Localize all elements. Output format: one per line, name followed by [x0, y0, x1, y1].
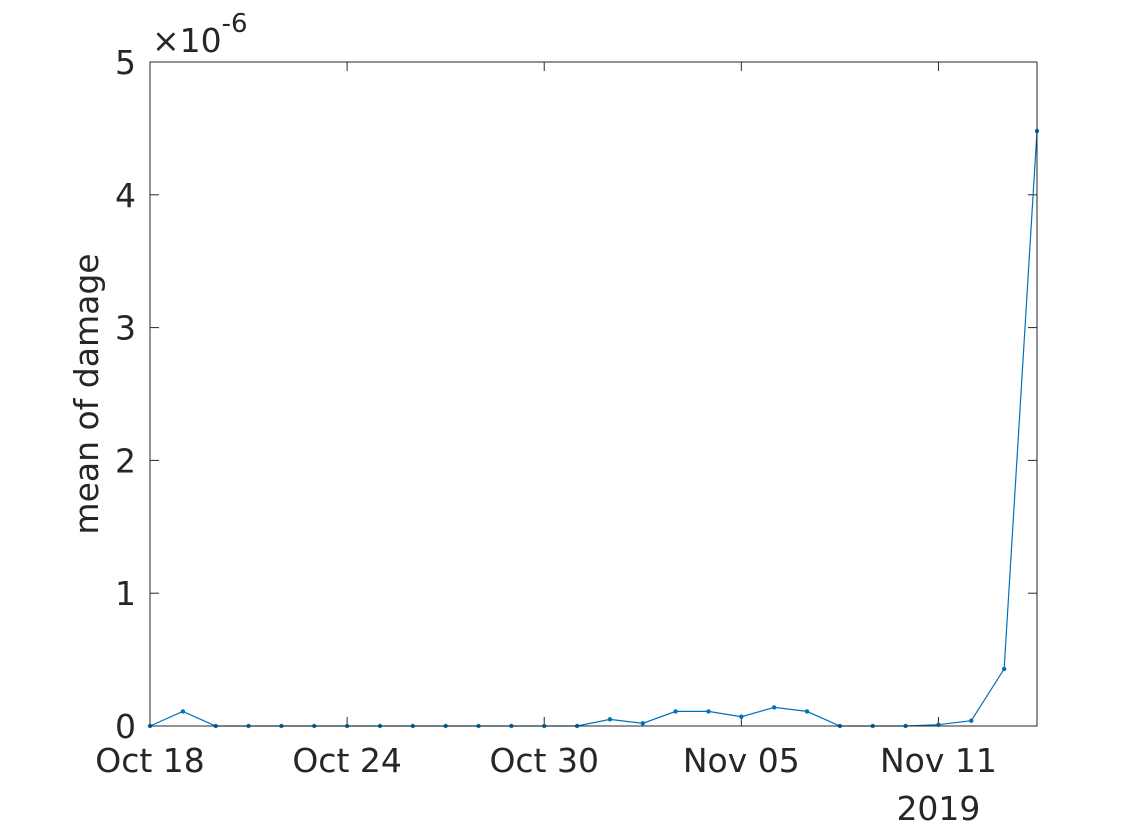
- data-point: [804, 709, 810, 714]
- axes-box: [149, 61, 1038, 727]
- y-axis-exponent-base: ×10: [152, 21, 222, 60]
- y-tick-label: 3: [115, 309, 136, 348]
- data-point: [1001, 666, 1007, 672]
- data-point: [969, 718, 974, 723]
- y-tick-label: 0: [115, 707, 136, 746]
- y-axis-exponent-label: ×10-6: [152, 9, 248, 60]
- x-tick-label: Oct 18: [95, 741, 205, 780]
- x-tick-label: Oct 24: [292, 741, 402, 780]
- y-tick-label: 5: [115, 43, 136, 82]
- labels-layer: 0 1 2 3 4 5 Oct 18 Oct 24 Oct 30 Nov 05 Nov 11: [95, 43, 997, 780]
- data-point: [640, 721, 645, 726]
- data-point: [771, 705, 777, 710]
- data-point: [607, 717, 613, 722]
- x-tick-label: Nov 05: [683, 741, 800, 780]
- data-point: [180, 709, 186, 714]
- data-point: [739, 714, 744, 719]
- y-tick-label: 2: [115, 441, 136, 480]
- x-tick-label: Nov 11: [880, 741, 997, 780]
- y-tick-label: 1: [115, 574, 136, 613]
- plot-area: [150, 62, 1037, 726]
- y-tick-label: 4: [115, 176, 136, 215]
- y-axis-title: mean of damage: [67, 253, 106, 534]
- data-point: [673, 709, 678, 714]
- data-point: [706, 709, 711, 714]
- x-tick-label: Oct 30: [489, 741, 599, 780]
- x-axis-year-label: 2019: [896, 789, 980, 828]
- y-axis-exponent-power: -6: [222, 9, 248, 39]
